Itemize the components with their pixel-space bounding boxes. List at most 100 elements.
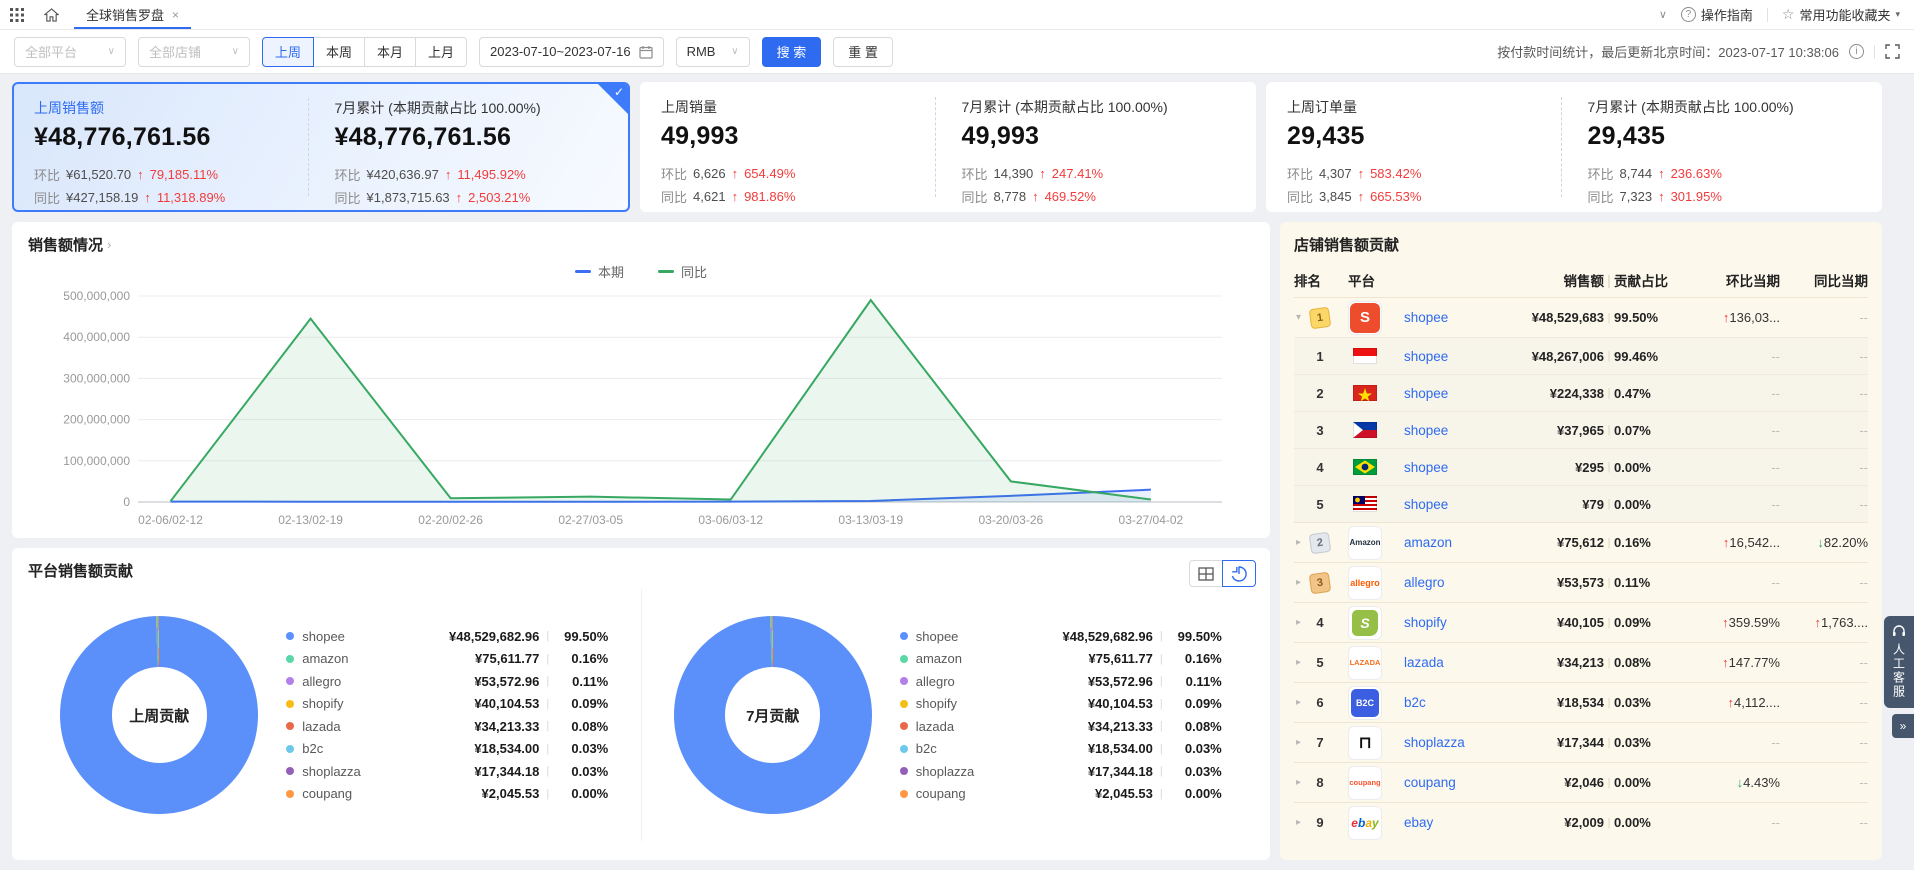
donut-section-1: 7月贡献 shopee ¥48,529,682.96 | 99.50% amazon ¥75… bbox=[640, 589, 1255, 841]
kpi-current-period: 上周销售额 ¥48,776,761.56 环比 ¥61,520.70 ↑ 79,185.1… bbox=[34, 98, 308, 206]
kpi-title: 上周销量 bbox=[661, 99, 717, 115]
currency-select[interactable]: RMB ∨ bbox=[675, 36, 750, 67]
shop-table-row-amazon[interactable]: ▸ 2 Amazon amazon ¥75,612 | 0.16% ↑16,542... ↓82… bbox=[1294, 522, 1868, 562]
shop-table-subrow-3[interactable]: 3 shopee ¥37,965 | 0.07% -- -- bbox=[1294, 411, 1868, 448]
kpi-month-total: 7月累计 (本期贡献占比 100.00%) 29,435 环比 8,744 ↑ 236.6… bbox=[1560, 97, 1862, 205]
donut-chart-1[interactable]: 7月贡献 bbox=[673, 616, 872, 814]
legend-dot-icon bbox=[286, 789, 295, 798]
legend-platform-name: allegro bbox=[302, 673, 342, 689]
kpi-card-1[interactable]: 上周销量 49,993 环比 6,626 ↑ 654.49% 同比 4,621 ↑ 981.86%… bbox=[640, 82, 1256, 212]
kpi-value: 29,435 bbox=[1287, 122, 1365, 150]
customer-service-button[interactable]: 人工客服 bbox=[1884, 616, 1914, 708]
donut-legend-item-amazon[interactable]: amazon ¥75,611.77 | 0.16% bbox=[899, 648, 1222, 671]
stat-percent: 11,318.89% bbox=[156, 190, 226, 205]
home-icon[interactable] bbox=[34, 0, 68, 29]
tab-close-icon[interactable]: × bbox=[172, 7, 180, 22]
sales-line-chart[interactable]: 500,000,000 400,000,000 300,000,000 200,000… bbox=[20, 284, 1246, 534]
legend-platform-value: ¥17,344.18 bbox=[1087, 763, 1153, 779]
legend-platform-name: lazada bbox=[915, 718, 955, 734]
donut-legend-item-allegro[interactable]: allegro ¥53,572.96 | 0.11% bbox=[899, 670, 1222, 693]
date-range-picker[interactable]: 2023-07-10~2023-07-16 bbox=[479, 36, 664, 67]
shop-table-subrow-1[interactable]: 1 shopee ¥48,267,006 | 99.46% -- -- bbox=[1294, 337, 1868, 374]
donut-legend-item-amazon[interactable]: amazon ¥75,611.77 | 0.16% bbox=[286, 648, 608, 671]
donut-legend-item-shoplazza[interactable]: shoplazza ¥17,344.18 | 0.03% bbox=[899, 760, 1222, 783]
kpi-card-2[interactable]: 上周订单量 29,435 环比 4,307 ↑ 583.42% 同比 3,845 ↑ 665.53… bbox=[1266, 82, 1882, 212]
shop-select[interactable]: 全部店铺 ∨ bbox=[138, 36, 250, 67]
platform-link[interactable]: ebay bbox=[1404, 815, 1434, 830]
table-view-button[interactable] bbox=[1189, 560, 1223, 587]
info-circle-icon[interactable]: i bbox=[1849, 44, 1864, 59]
platform-link[interactable]: shopee bbox=[1404, 310, 1449, 325]
platform-link[interactable]: amazon bbox=[1404, 535, 1453, 550]
donut-legend-item-shopee[interactable]: shopee ¥48,529,682.96 | 99.50% bbox=[286, 625, 608, 648]
legend-platform-percent: 0.00% bbox=[1184, 786, 1222, 802]
shop-table-subrow-5[interactable]: 5 shopee ¥79 | 0.00% -- -- bbox=[1294, 485, 1868, 522]
shop-table-row-lazada[interactable]: ▸ 5 LAZADA lazada ¥34,213 | 0.08% ↑147.77% -- bbox=[1294, 642, 1868, 682]
panel-collapse-button[interactable]: » bbox=[1892, 714, 1914, 738]
platform-link[interactable]: shopee bbox=[1404, 422, 1449, 438]
platform-link[interactable]: lazada bbox=[1404, 655, 1444, 670]
donut-legend-item-b2c[interactable]: b2c ¥18,534.00 | 0.03% bbox=[899, 738, 1222, 761]
shop-table-subrow-4[interactable]: 4 shopee ¥295 | 0.00% -- -- bbox=[1294, 448, 1868, 485]
donut-legend-item-coupang[interactable]: coupang ¥2,045.53 | 0.00% bbox=[899, 783, 1222, 806]
kpi-card-0[interactable]: 上周销售额 ¥48,776,761.56 环比 ¥61,520.70 ↑ 79,185.1… bbox=[12, 82, 630, 212]
donut-legend-item-shopify[interactable]: shopify ¥40,104.53 | 0.09% bbox=[286, 693, 608, 716]
shop-table-row-b2c[interactable]: ▸ 6 B2C b2c ¥18,534 | 0.03% ↑4,112.... -- bbox=[1294, 682, 1868, 722]
platform-link[interactable]: shopee bbox=[1404, 459, 1449, 475]
legend-dot-icon bbox=[899, 722, 908, 731]
platform-select[interactable]: 全部平台 ∨ bbox=[14, 36, 126, 67]
fullscreen-icon[interactable] bbox=[1885, 44, 1900, 59]
legend-platform-name: amazon bbox=[915, 651, 962, 667]
platform-link[interactable]: shopee bbox=[1404, 496, 1449, 512]
donut-legend-item-lazada[interactable]: lazada ¥34,213.33 | 0.08% bbox=[286, 715, 608, 738]
platform-link[interactable]: shoplazza bbox=[1404, 735, 1465, 750]
donut-legend-item-lazada[interactable]: lazada ¥34,213.33 | 0.08% bbox=[899, 715, 1222, 738]
series-line-本期 bbox=[170, 488, 1151, 503]
tab-global-sales-compass[interactable]: 全球销售罗盘 × bbox=[68, 0, 197, 29]
kpi-title: 7月累计 (本期贡献占比 100.00%) bbox=[961, 99, 1168, 115]
donut-legend-item-coupang[interactable]: coupang ¥2,045.53 | 0.00% bbox=[286, 783, 608, 806]
legend-dot-icon bbox=[899, 699, 908, 708]
donut-legend-item-b2c[interactable]: b2c ¥18,534.00 | 0.03% bbox=[286, 738, 608, 761]
apps-grid-icon[interactable] bbox=[0, 0, 34, 29]
column-header: 同比当期 bbox=[1814, 274, 1868, 289]
donut-legend-item-shoplazza[interactable]: shoplazza ¥17,344.18 | 0.03% bbox=[286, 760, 608, 783]
legend-divider: | bbox=[546, 630, 550, 643]
platform-link[interactable]: shopee bbox=[1404, 348, 1449, 364]
platform-link[interactable]: coupang bbox=[1404, 775, 1456, 790]
period-button-上月[interactable]: 上月 bbox=[415, 36, 467, 67]
shop-table-row-coupang[interactable]: ▸ 8 coupang coupang ¥2,046 | 0.00% ↓4.43% -- bbox=[1294, 762, 1868, 802]
platform-link[interactable]: shopify bbox=[1404, 615, 1447, 630]
legend-item-本期[interactable]: 本期 bbox=[574, 262, 624, 281]
collapse-chevron-icon[interactable]: ∨ bbox=[1658, 9, 1667, 21]
mom-change-cell: ↑4,112.... bbox=[1674, 695, 1780, 710]
donut-legend-item-allegro[interactable]: allegro ¥53,572.96 | 0.11% bbox=[286, 670, 608, 693]
shop-table-row-shoplazza[interactable]: ▸ 7 ⊓ shoplazza ¥17,344 | 0.03% -- -- bbox=[1294, 722, 1868, 762]
pie-view-button[interactable] bbox=[1222, 560, 1256, 587]
period-button-本月[interactable]: 本月 bbox=[364, 36, 416, 67]
stat-amount: ¥427,158.19 bbox=[66, 190, 139, 205]
donut-chart-0[interactable]: 上周贡献 bbox=[60, 616, 259, 814]
shop-table-row-ebay[interactable]: ▸ 9 ebay ebay ¥2,009 | 0.00% -- -- bbox=[1294, 802, 1868, 842]
legend-divider: | bbox=[546, 742, 550, 755]
donut-legend-item-shopify[interactable]: shopify ¥40,104.53 | 0.09% bbox=[899, 693, 1222, 716]
shop-table-subrow-2[interactable]: 2 shopee ¥224,338 | 0.47% -- -- bbox=[1294, 374, 1868, 411]
chevron-right-icon[interactable]: › bbox=[107, 237, 112, 252]
favorites-link[interactable]: ☆ 常用功能收藏夹 ▾ bbox=[1782, 5, 1900, 24]
period-button-本周[interactable]: 本周 bbox=[313, 36, 365, 67]
arrow-up-icon: ↑ bbox=[1032, 189, 1039, 204]
donut-legend-item-shopee[interactable]: shopee ¥48,529,682.96 | 99.50% bbox=[899, 625, 1222, 648]
period-button-上周[interactable]: 上周 bbox=[262, 36, 314, 67]
platform-link[interactable]: b2c bbox=[1404, 695, 1426, 710]
legend-item-同比[interactable]: 同比 bbox=[658, 262, 707, 281]
platform-link[interactable]: shopee bbox=[1404, 385, 1449, 401]
shop-table-row-allegro[interactable]: ▸ 3 allegro allegro ¥53,573 | 0.11% -- -- bbox=[1294, 562, 1868, 602]
dash-placeholder: -- bbox=[1859, 815, 1868, 830]
search-button[interactable]: 搜 索 bbox=[761, 36, 822, 67]
column-header: 排名 bbox=[1294, 274, 1321, 289]
reset-button[interactable]: 重 置 bbox=[833, 36, 893, 67]
platform-link[interactable]: allegro bbox=[1404, 575, 1445, 590]
guide-link[interactable]: ? 操作指南 bbox=[1680, 5, 1753, 24]
